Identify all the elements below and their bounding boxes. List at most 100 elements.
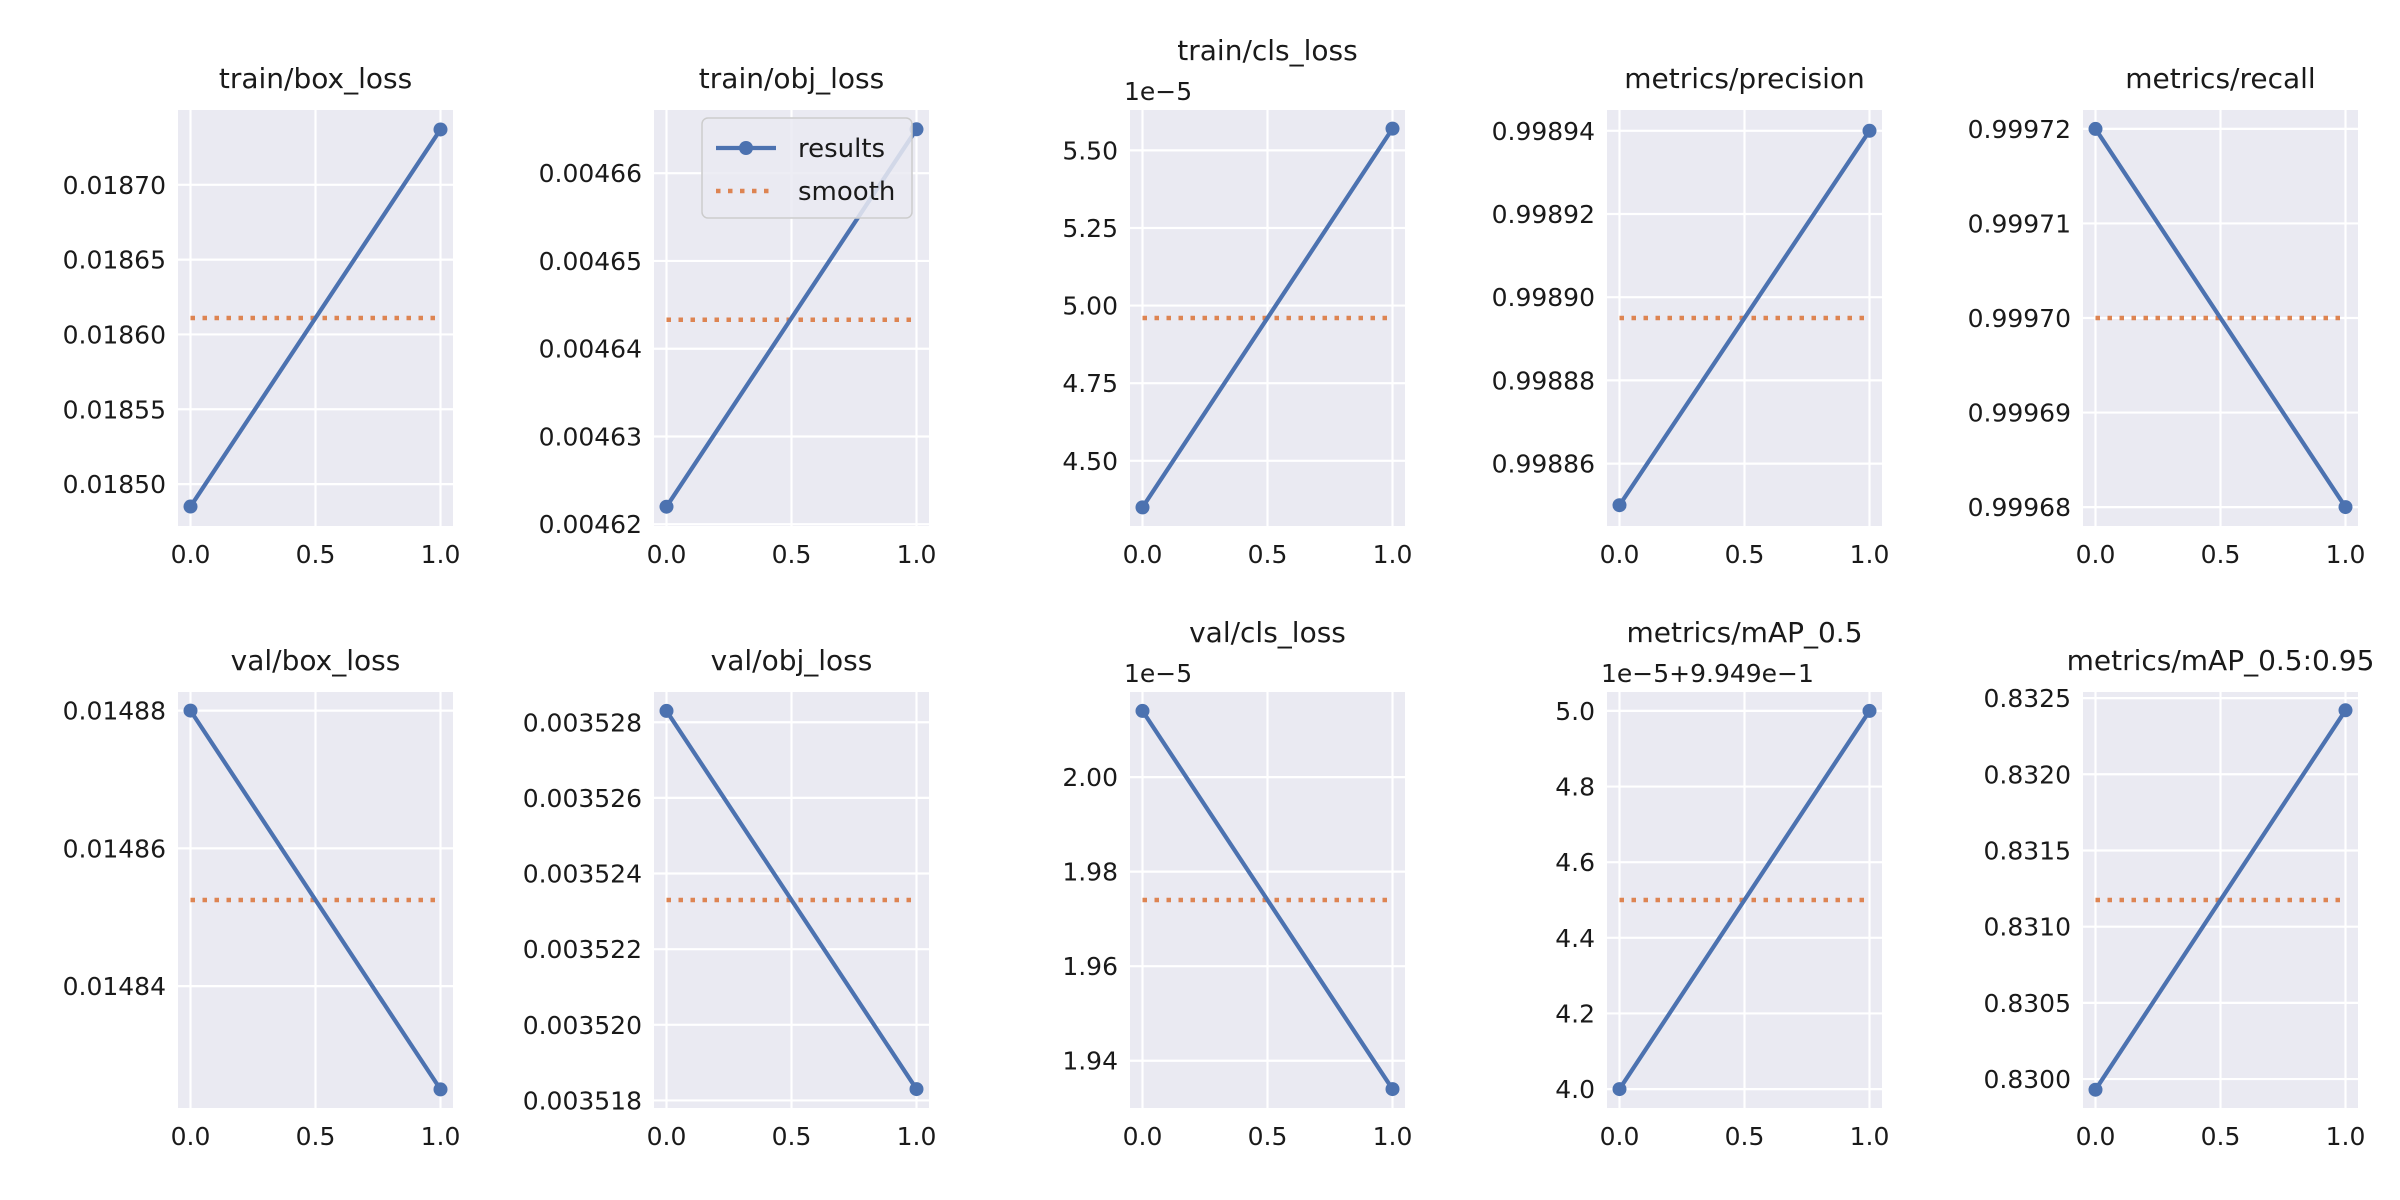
y-tick-label: 0.003528 (523, 708, 642, 737)
x-tick-label: 0.0 (1600, 540, 1640, 569)
results-point (1862, 123, 1877, 138)
results-point (1385, 1082, 1400, 1097)
y-tick-label: 0.003520 (523, 1011, 642, 1040)
y-offset-text: 1e−5+9.949e−1 (1601, 659, 1814, 688)
y-tick-label: 1.96 (1062, 952, 1118, 981)
x-tick-label: 0.0 (1123, 540, 1163, 569)
results-point (1385, 121, 1400, 136)
y-tick-label: 0.003526 (523, 784, 642, 813)
y-tick-label: 0.01855 (63, 395, 166, 424)
y-tick-label: 5.50 (1062, 136, 1118, 165)
panel-title: metrics/mAP_0.5:0.95 (2067, 644, 2375, 677)
x-tick-label: 0.5 (772, 540, 812, 569)
y-tick-label: 0.00464 (539, 335, 642, 364)
y-tick-label: 4.8 (1555, 773, 1595, 802)
y-tick-label: 5.00 (1062, 292, 1118, 321)
y-tick-label: 5.0 (1555, 697, 1595, 726)
y-tick-label: 0.003522 (523, 935, 642, 964)
panel-4: 0.0 0.5 1.0 0.99886 0.99888 0.99890 0.99892 0.9… (1492, 62, 1890, 569)
y-tick-label: 0.01486 (63, 834, 166, 863)
y-tick-label: 0.00463 (539, 422, 642, 451)
x-tick-label: 1.0 (1373, 540, 1413, 569)
results-point (1135, 500, 1150, 515)
y-tick-label: 0.99886 (1492, 450, 1595, 479)
y-tick-label: 0.99969 (1968, 399, 2071, 428)
y-tick-label: 0.8300 (1984, 1065, 2071, 1094)
y-tick-label: 1.94 (1062, 1047, 1118, 1076)
results-point (2088, 1082, 2103, 1097)
panel-title: train/box_loss (219, 62, 412, 95)
x-tick-label: 0.5 (1725, 1122, 1765, 1151)
y-tick-label: 4.4 (1555, 924, 1595, 953)
results-point (2338, 500, 2353, 515)
y-tick-label: 0.99888 (1492, 366, 1595, 395)
x-tick-label: 1.0 (897, 1122, 937, 1151)
results-point (433, 1082, 448, 1097)
results-point (909, 1082, 924, 1097)
x-tick-label: 0.5 (1248, 1122, 1288, 1151)
results-line (1617, 129, 1872, 507)
x-tick-label: 0.0 (2076, 540, 2116, 569)
x-tick-label: 1.0 (1850, 1122, 1890, 1151)
y-tick-label: 0.01484 (63, 972, 166, 1001)
y-tick-label: 0.003524 (523, 860, 642, 889)
y-tick-label: 0.01488 (63, 697, 166, 726)
panel-9: 0.0 0.5 1.0 4.0 4.2 4.4 4.6 4.8 5.0 metrics/mAP_0… (1555, 616, 1889, 1151)
results-point (183, 703, 198, 718)
legend-marker-results (739, 141, 753, 155)
x-tick-label: 0.0 (647, 540, 687, 569)
results-line (188, 709, 443, 1091)
x-tick-label: 0.0 (171, 1122, 211, 1151)
y-tick-label: 0.01850 (63, 470, 166, 499)
panel-3: 0.0 0.5 1.0 4.50 4.75 5.00 5.25 5.50 train/cls_l… (1062, 34, 1412, 569)
x-tick-label: 0.5 (1725, 540, 1765, 569)
y-tick-label: 0.00466 (539, 159, 642, 188)
x-tick-label: 0.0 (1600, 1122, 1640, 1151)
legend-label-results: results (798, 134, 885, 164)
panel-title: metrics/precision (1624, 62, 1865, 95)
panel-6: 0.0 0.5 1.0 0.01484 0.01486 0.01488 val/box_lo… (63, 644, 461, 1151)
y-tick-label: 0.00465 (539, 247, 642, 276)
results-point (2338, 703, 2353, 718)
y-offset-text: 1e−5 (1124, 77, 1192, 106)
panel-title: train/cls_loss (1177, 34, 1357, 67)
y-tick-label: 0.8325 (1984, 684, 2071, 713)
panel-title: metrics/mAP_0.5 (1626, 616, 1862, 649)
x-tick-label: 1.0 (2326, 540, 2366, 569)
panel-5: 0.0 0.5 1.0 0.99968 0.99969 0.99970 0.99971 0.9… (1968, 62, 2366, 569)
x-tick-label: 1.0 (1850, 540, 1890, 569)
y-tick-label: 0.99970 (1968, 304, 2071, 333)
results-line (1140, 709, 1395, 1091)
panel-title: metrics/recall (2125, 62, 2315, 95)
x-tick-label: 1.0 (897, 540, 937, 569)
panel-title: val/box_loss (231, 644, 401, 677)
y-tick-label: 0.99972 (1968, 115, 2071, 144)
results-point (1612, 1082, 1627, 1097)
legend: results smooth (701, 117, 913, 219)
y-tick-label: 5.25 (1062, 214, 1118, 243)
y-tick-label: 0.01860 (63, 320, 166, 349)
results-line (2093, 709, 2348, 1091)
x-tick-label: 0.0 (2076, 1122, 2116, 1151)
x-tick-label: 0.5 (2201, 540, 2241, 569)
panel-10: 0.0 0.5 1.0 0.8300 0.8305 0.8310 0.8315 0.8320 0… (1984, 644, 2375, 1151)
results-point (1862, 703, 1877, 718)
y-tick-label: 0.99894 (1492, 117, 1595, 146)
y-tick-label: 0.8315 (1984, 836, 2071, 865)
y-offset-text: 1e−5 (1124, 659, 1192, 688)
y-tick-label: 0.99890 (1492, 283, 1595, 312)
y-tick-label: 4.2 (1555, 999, 1595, 1028)
y-tick-label: 0.8320 (1984, 760, 2071, 789)
y-tick-label: 0.003518 (523, 1086, 642, 1115)
y-tick-label: 0.01865 (63, 246, 166, 275)
results-point (1612, 498, 1627, 513)
legend-label-smooth: smooth (798, 177, 895, 207)
results-point (1135, 703, 1150, 718)
y-tick-label: 4.6 (1555, 848, 1595, 877)
panel-7: 0.0 0.5 1.0 0.003518 0.003520 0.003522 0.00352… (523, 644, 937, 1151)
results-line (1617, 709, 1872, 1091)
results-line (1140, 127, 1395, 509)
x-tick-label: 1.0 (421, 540, 461, 569)
results-line (2093, 127, 2348, 509)
